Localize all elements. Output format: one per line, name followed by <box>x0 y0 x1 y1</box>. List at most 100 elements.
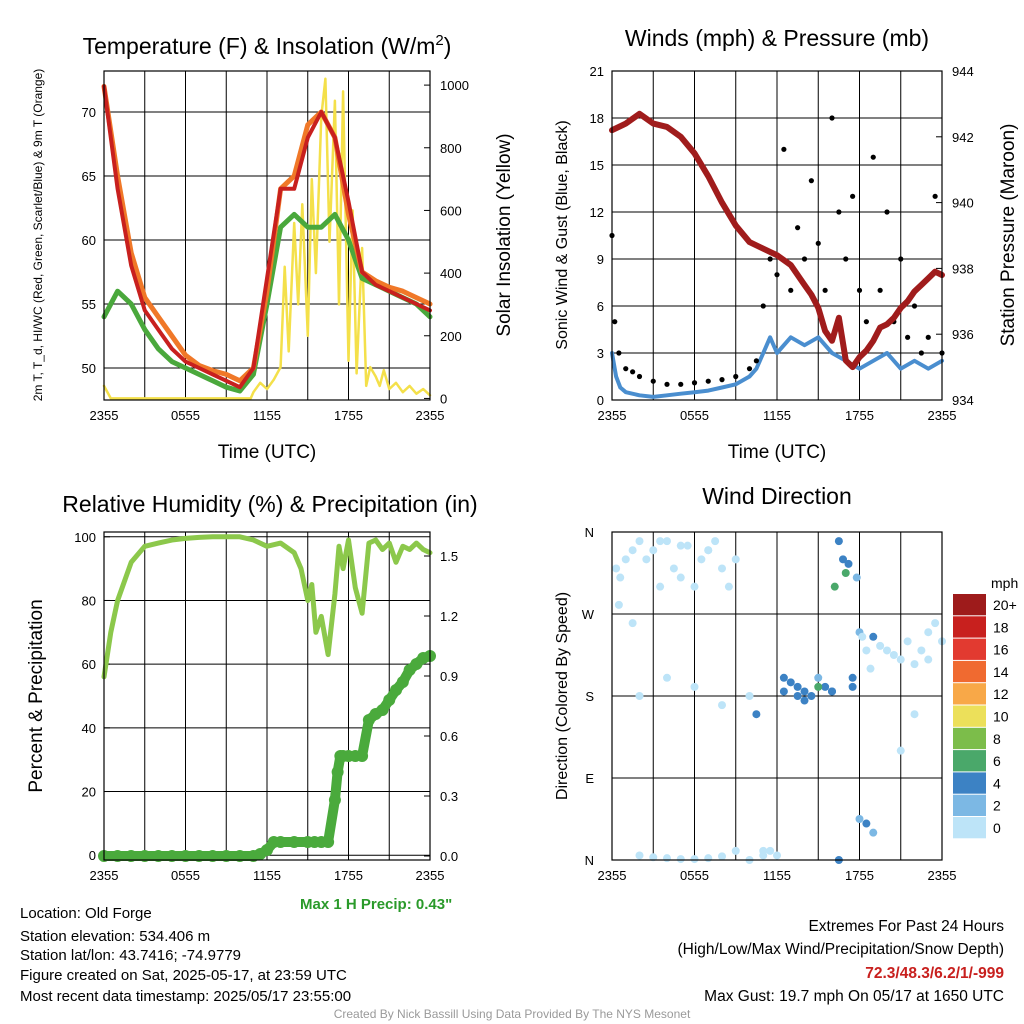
y-tick-label: 21 <box>590 64 604 79</box>
direction-point <box>704 546 713 555</box>
direction-point <box>858 632 867 641</box>
x-tick-label: 1755 <box>334 868 363 883</box>
title-tail: ) <box>444 33 452 59</box>
y-tick-label: 80 <box>82 593 96 608</box>
legend-swatch <box>953 594 986 616</box>
direction-point <box>656 537 665 546</box>
direction-point <box>676 855 685 864</box>
direction-point <box>612 564 621 573</box>
max-gust-text: Max Gust: 19.7 mph On 05/17 at 1650 UTC <box>704 988 1004 1005</box>
precip-max-note: Max 1 H Precip: 0.43" <box>300 896 453 913</box>
y-tick-label: 55 <box>82 297 96 312</box>
gust-point <box>801 256 808 262</box>
direction-point <box>841 569 850 577</box>
gust-point <box>616 350 622 356</box>
direction-point <box>910 660 919 669</box>
legend-label: 2 <box>993 798 1001 814</box>
extremes-heading: Extremes For Past 24 Hours <box>808 918 1004 935</box>
precip-point <box>376 704 389 716</box>
y-axis-label: Direction (Colored By Speed) <box>554 592 571 800</box>
legend-label: 0 <box>993 820 1001 836</box>
y-axis-label: 2m T, T_d, HI/WC (Red, Green, Scarlet/Bl… <box>31 69 45 402</box>
direction-point <box>635 851 644 860</box>
direction-point <box>883 646 891 655</box>
direction-point <box>759 846 768 855</box>
direction-point <box>855 815 864 823</box>
direction-point <box>697 555 706 564</box>
y-tick-label: 6 <box>597 299 604 314</box>
x-tick-label: 1155 <box>763 868 791 883</box>
precip-point <box>165 850 178 862</box>
x-tick-label: 1755 <box>334 408 363 423</box>
direction-point <box>718 564 726 573</box>
created-text: Figure created on Sat, 2025-05-17, at 23… <box>20 967 347 984</box>
series-2m-temp-line <box>102 84 432 390</box>
direction-point <box>663 537 671 546</box>
direction-point <box>745 692 754 700</box>
y-right-tick-label: 0.0 <box>440 849 458 864</box>
legend-swatch <box>953 750 986 772</box>
precip-point <box>111 850 124 862</box>
x-tick-label: 0555 <box>171 868 200 883</box>
direction-point <box>676 573 685 582</box>
gust-point <box>808 178 814 184</box>
direction-point <box>931 619 940 628</box>
direction-point <box>876 641 885 650</box>
direction-point <box>917 646 926 655</box>
y-tick-label: E <box>585 771 594 786</box>
direction-point <box>903 637 912 646</box>
direction-point <box>663 854 671 863</box>
y-tick-label: 9 <box>597 252 604 267</box>
x-tick-label: 2355 <box>928 868 957 883</box>
gust-point <box>781 146 787 152</box>
direction-point <box>683 541 692 550</box>
y-tick-label: 20 <box>82 785 96 800</box>
x-tick-label: 2355 <box>90 868 119 883</box>
direction-point <box>766 846 775 855</box>
y-right-tick-label: 800 <box>440 141 462 156</box>
precip-point <box>233 850 246 862</box>
gust-point <box>877 287 883 293</box>
gust-point <box>623 366 629 372</box>
legend-label: 8 <box>993 731 1001 747</box>
precip-point <box>331 766 344 778</box>
y-tick-label: W <box>582 607 595 622</box>
y-right-tick-label: 1.5 <box>440 549 458 564</box>
gust-point <box>905 334 911 340</box>
recent-timestamp-text: Most recent data timestamp: 2025/05/17 2… <box>20 988 352 1005</box>
precip-point <box>288 836 301 848</box>
y-tick-label: 50 <box>82 361 96 376</box>
y-right-tick-label: 942 <box>952 130 974 145</box>
direction-point <box>896 655 905 664</box>
direction-point <box>614 600 623 609</box>
gust-point <box>925 334 931 340</box>
direction-point <box>889 651 898 659</box>
direction-point <box>830 582 839 591</box>
y-right-tick-label: 200 <box>440 329 462 344</box>
x-tick-label: 1755 <box>845 868 874 883</box>
y-right-tick-label: 0 <box>440 391 447 406</box>
direction-point <box>821 682 830 691</box>
gust-point <box>795 225 801 231</box>
direction-point <box>752 710 761 719</box>
gust-point <box>863 319 869 325</box>
y-tick-label: 40 <box>82 721 96 736</box>
gust-point <box>691 380 698 386</box>
direction-point <box>800 696 809 705</box>
legend-label: 14 <box>993 664 1009 680</box>
gust-point <box>719 377 725 383</box>
direction-point <box>869 828 878 837</box>
direction-point <box>779 673 788 682</box>
legend-swatch <box>953 817 986 839</box>
gust-point <box>733 373 739 380</box>
x-tick-label: 1155 <box>253 868 281 883</box>
legend-label: 16 <box>993 642 1009 658</box>
legend-swatch <box>953 660 986 683</box>
y-right-tick-label: 1.2 <box>440 609 458 624</box>
gust-point <box>636 373 643 380</box>
precip-point <box>261 844 273 856</box>
gust-point <box>898 256 904 262</box>
direction-point <box>711 537 720 546</box>
direction-point <box>896 746 905 755</box>
y-axis-label: Percent & Precipitation <box>26 599 47 792</box>
